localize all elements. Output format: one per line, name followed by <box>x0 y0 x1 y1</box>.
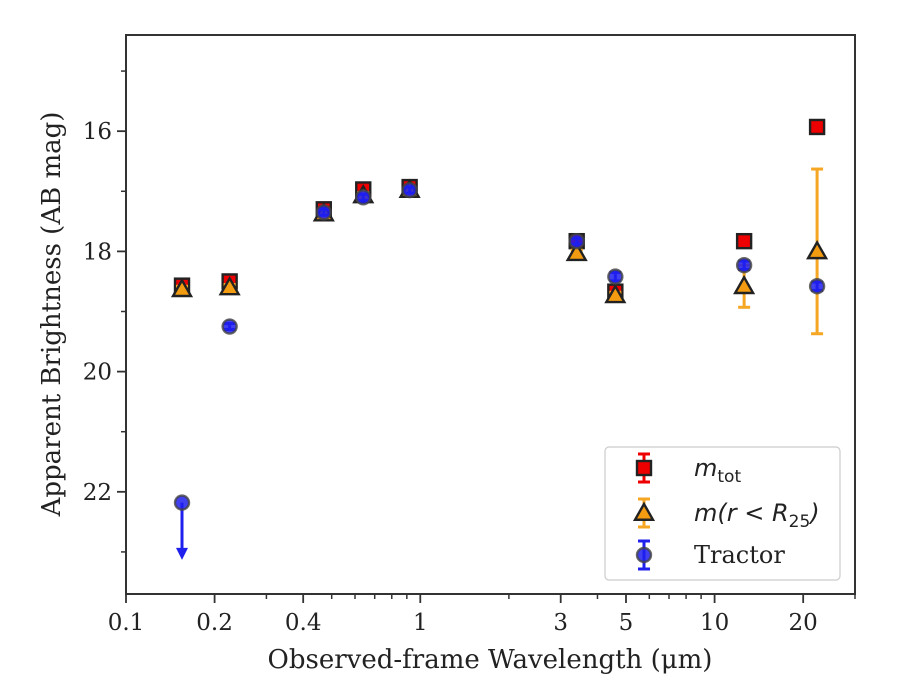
data-point <box>806 239 829 260</box>
y-tick-label: 22 <box>83 480 112 506</box>
series-triangle <box>170 167 829 336</box>
y-axis-label: Apparent Brightness (AB mag) <box>37 112 67 518</box>
data-point <box>565 241 588 262</box>
x-tick-label: 0.4 <box>285 610 322 636</box>
data-point <box>733 274 756 295</box>
data-point <box>170 277 194 298</box>
x-tick-label: 20 <box>789 610 818 636</box>
x-tick-label: 10 <box>700 610 729 636</box>
data-point <box>401 181 418 199</box>
series-circle <box>173 181 826 560</box>
x-tick-label: 0.2 <box>196 610 233 636</box>
data-point <box>568 232 585 250</box>
data-point <box>808 118 826 136</box>
x-tick-label: 1 <box>413 610 428 636</box>
data-point <box>355 189 372 206</box>
legend-marker <box>632 501 656 521</box>
data-point <box>607 268 624 285</box>
x-tick-label: 3 <box>553 610 568 636</box>
legend-label: Tractor <box>694 541 785 569</box>
plot-frame <box>125 34 856 595</box>
legend-box <box>604 446 841 581</box>
x-axis-label: Observed-frame Wavelength (μm) <box>268 645 713 675</box>
data-point <box>218 276 241 296</box>
data-point <box>315 204 332 221</box>
upper-limit-arrowhead <box>176 547 189 560</box>
x-tick-label: 0.1 <box>108 610 145 636</box>
data-point <box>221 318 238 335</box>
x-axis: 0.1 0.2 0.4 1 3 5 10 20 <box>108 594 856 636</box>
legend-label: mtot <box>694 454 741 487</box>
y-tick-label: 16 <box>83 119 112 145</box>
legend-marker <box>635 546 653 564</box>
y-axis: 16 18 20 22 <box>83 70 126 553</box>
legend-label: m(r < R25) <box>694 499 820 532</box>
data-point <box>808 278 826 295</box>
legend: mtot m(r < R25) Tractor <box>604 446 841 581</box>
data-series <box>170 118 829 560</box>
data-point <box>735 232 753 250</box>
data-point <box>173 494 191 511</box>
data-point <box>735 257 753 274</box>
x-tick-label: 5 <box>619 610 634 636</box>
data-point <box>604 283 627 304</box>
legend-marker <box>635 459 653 477</box>
y-tick-label: 18 <box>83 239 112 265</box>
series-square <box>173 118 826 300</box>
y-tick-label: 20 <box>83 360 112 386</box>
